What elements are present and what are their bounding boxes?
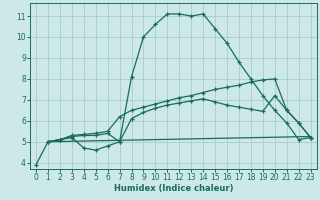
X-axis label: Humidex (Indice chaleur): Humidex (Indice chaleur) <box>114 184 233 193</box>
